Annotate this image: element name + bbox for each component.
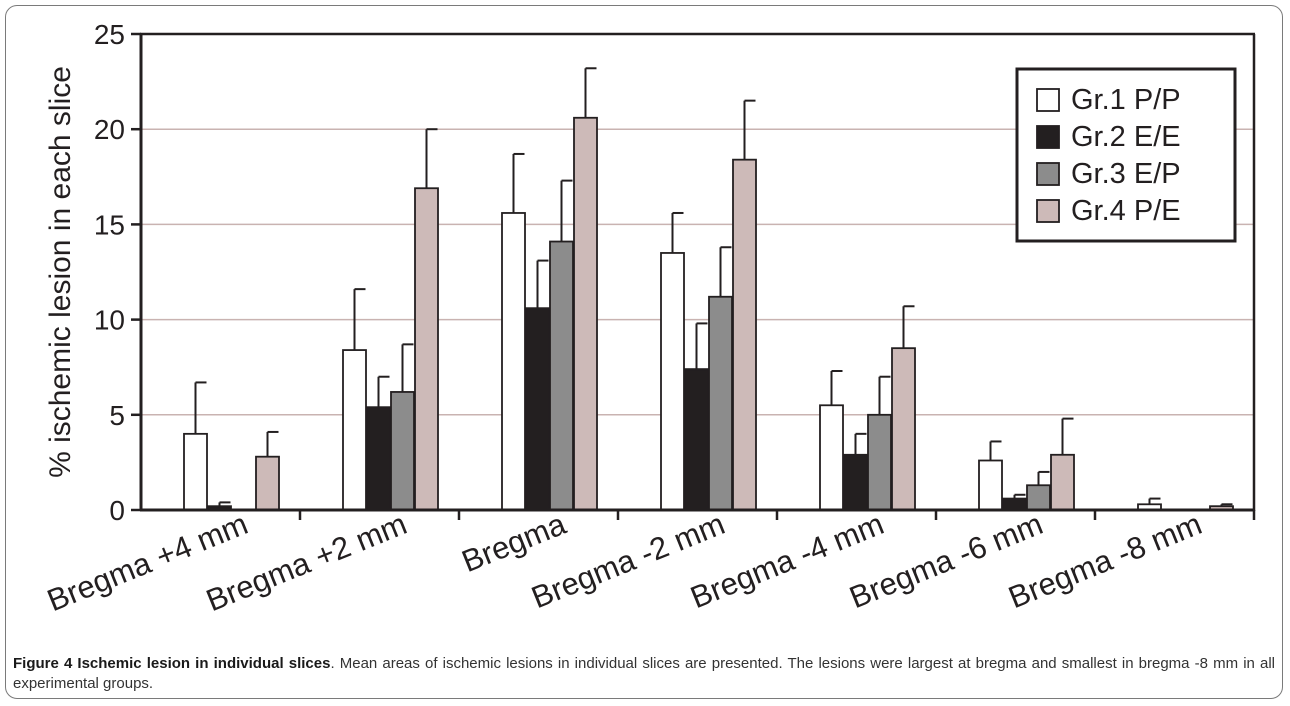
bar xyxy=(366,406,391,511)
legend-swatch xyxy=(1036,125,1060,149)
y-tick-label: 0 xyxy=(109,495,125,526)
legend-label: Gr.3 E/P xyxy=(1071,158,1181,190)
bar xyxy=(708,295,733,511)
legend-label: Gr.4 P/E xyxy=(1071,195,1181,227)
bar xyxy=(660,252,685,511)
y-tick-label: 25 xyxy=(94,19,125,50)
legend-swatch xyxy=(1036,162,1060,186)
y-axis-label: % ischemic lesion in each slice xyxy=(44,66,77,478)
bar xyxy=(390,391,415,511)
y-tick-label: 20 xyxy=(94,114,125,145)
bar xyxy=(525,307,550,511)
y-tick-label: 15 xyxy=(94,209,125,240)
bar xyxy=(501,212,526,511)
bar xyxy=(891,347,916,511)
y-tick-label: 10 xyxy=(94,305,125,336)
bar xyxy=(867,413,892,511)
legend-swatch xyxy=(1036,199,1060,223)
bar xyxy=(255,455,280,511)
bar xyxy=(183,432,208,511)
legend-label: Gr.2 E/E xyxy=(1071,121,1181,153)
legend-swatch xyxy=(1036,88,1060,112)
bar xyxy=(1002,497,1027,511)
bar xyxy=(978,459,1003,511)
bar xyxy=(414,187,439,511)
caption-label: Figure 4 Ischemic lesion in individual s… xyxy=(13,655,331,672)
bar xyxy=(819,404,844,511)
bar xyxy=(684,368,709,511)
bar xyxy=(732,158,757,511)
figure-caption: Figure 4 Ischemic lesion in individual s… xyxy=(13,654,1275,694)
bar xyxy=(573,116,598,511)
y-tick-label: 5 xyxy=(109,400,125,431)
bar xyxy=(1050,453,1075,511)
bar xyxy=(342,349,367,511)
legend-label: Gr.1 P/P xyxy=(1071,84,1181,116)
bar xyxy=(549,240,574,511)
caption-text: . Mean areas of ischemic lesions in indi… xyxy=(13,655,1275,692)
x-tick-label: Bregma xyxy=(457,506,571,579)
bar xyxy=(843,453,868,511)
bar xyxy=(1026,484,1051,511)
